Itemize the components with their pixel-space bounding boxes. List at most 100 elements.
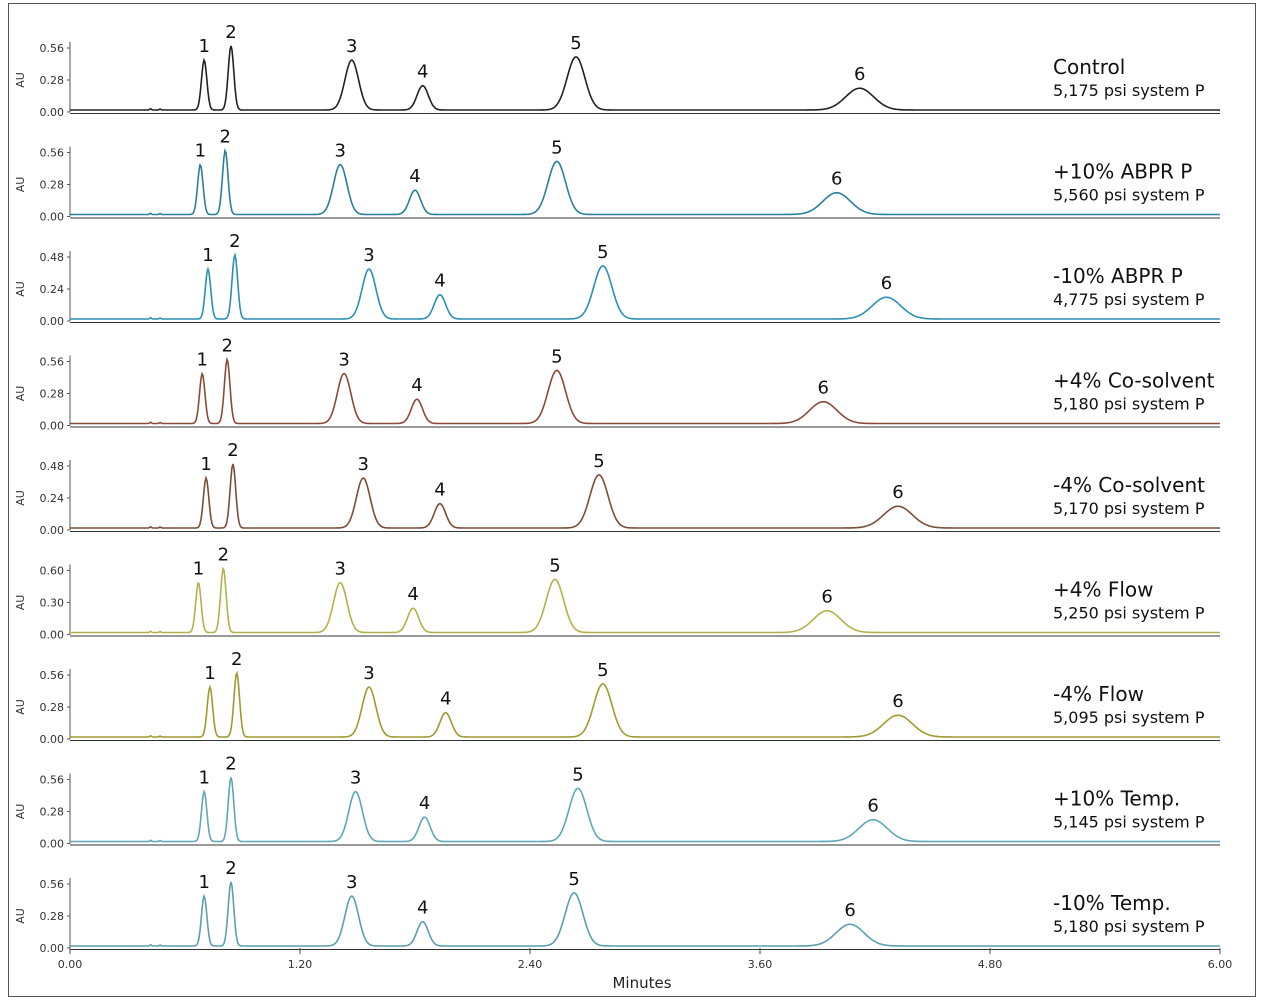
peak-label: 6: [818, 378, 829, 399]
peak-label: 3: [335, 141, 346, 162]
peak-label: 2: [218, 545, 229, 566]
peak-label: 1: [198, 36, 209, 57]
y-tick-label: 0.56: [40, 669, 65, 682]
trace-line: [70, 670, 1220, 738]
peak-label: 2: [229, 231, 240, 252]
y-axis-label: AU: [14, 804, 27, 820]
peak-label: 4: [434, 480, 445, 501]
y-tick-label: 0.28: [40, 701, 65, 714]
pressure-label: 4,775 psi system P: [1053, 290, 1205, 309]
trace-line: [70, 45, 1220, 111]
trace-line: [70, 252, 1220, 320]
peak-label: 5: [551, 346, 562, 367]
pressure-label: 5,560 psi system P: [1053, 186, 1205, 205]
y-tick-label: 0.24: [40, 492, 65, 505]
peak-label: 5: [549, 555, 560, 576]
peak-label: 5: [597, 660, 608, 681]
y-axis-label: AU: [14, 386, 27, 402]
peak-label: 6: [844, 900, 855, 921]
y-tick-label: 0.56: [40, 774, 65, 787]
peak-label: 2: [227, 440, 238, 461]
pressure-label: 5,145 psi system P: [1053, 813, 1205, 832]
y-axis-label: AU: [14, 908, 27, 924]
pressure-label: 5,180 psi system P: [1053, 917, 1205, 936]
y-tick-label: 0.00: [40, 942, 65, 955]
condition-label: -10% ABPR P: [1053, 264, 1183, 288]
peak-label: 1: [200, 454, 211, 475]
peak-label: 2: [220, 127, 231, 148]
peak-label: 1: [202, 245, 213, 266]
x-tick-label: 2.40: [518, 958, 543, 971]
x-axis-label: Minutes: [612, 974, 671, 992]
peak-label: 1: [204, 663, 215, 684]
y-axis-label: AU: [14, 490, 27, 506]
trace-line: [70, 463, 1220, 529]
peak-label: 3: [346, 872, 357, 893]
peak-label: 6: [881, 273, 892, 294]
peak-label: 5: [593, 451, 604, 472]
y-axis-label: AU: [14, 72, 27, 88]
y-tick-label: 0.00: [40, 420, 65, 433]
pressure-label: 5,180 psi system P: [1053, 395, 1205, 414]
condition-label: -4% Co-solvent: [1053, 473, 1205, 497]
y-tick-label: 0.28: [40, 179, 65, 192]
trace-line: [70, 148, 1220, 216]
peak-label: 4: [419, 793, 430, 814]
peak-label: 2: [225, 858, 236, 879]
peak-label: 1: [198, 872, 209, 893]
peak-label: 2: [225, 754, 236, 775]
peak-label: 4: [434, 271, 445, 292]
peak-label: 3: [338, 350, 349, 371]
y-tick-label: 0.00: [40, 733, 65, 746]
pressure-label: 5,095 psi system P: [1053, 708, 1205, 727]
y-tick-label: 0.56: [40, 356, 65, 369]
y-tick-label: 0.48: [40, 460, 65, 473]
y-tick-label: 0.30: [40, 597, 65, 610]
pressure-label: 5,170 psi system P: [1053, 499, 1205, 518]
peak-label: 4: [407, 584, 418, 605]
x-tick-label: 1.20: [288, 958, 313, 971]
peak-label: 1: [195, 141, 206, 162]
x-tick-label: 6.00: [1208, 958, 1233, 971]
peak-label: 6: [831, 169, 842, 190]
y-tick-label: 0.00: [40, 315, 65, 328]
condition-label: +10% Temp.: [1053, 787, 1180, 811]
peak-label: 6: [892, 691, 903, 712]
peak-label: 2: [225, 22, 236, 43]
peak-label: 6: [892, 482, 903, 503]
peak-label: 1: [198, 768, 209, 789]
condition-label: +10% ABPR P: [1053, 160, 1192, 184]
peak-label: 3: [363, 663, 374, 684]
condition-label: +4% Co-solvent: [1053, 369, 1215, 393]
peak-label: 4: [411, 375, 422, 396]
pressure-label: 5,250 psi system P: [1053, 604, 1205, 623]
condition-label: -10% Temp.: [1053, 891, 1171, 915]
peak-label: 2: [221, 336, 232, 357]
y-tick-label: 0.56: [40, 42, 65, 55]
peak-label: 4: [440, 689, 451, 710]
y-tick-label: 0.00: [40, 629, 65, 642]
peak-label: 5: [568, 869, 579, 890]
x-tick-label: 3.60: [748, 958, 773, 971]
y-tick-label: 0.28: [40, 74, 65, 87]
y-tick-label: 0.00: [40, 838, 65, 851]
peak-label: 1: [197, 350, 208, 371]
y-axis-label: AU: [14, 595, 27, 611]
peak-label: 6: [854, 64, 865, 85]
peak-label: 3: [358, 454, 369, 475]
condition-label: Control: [1053, 55, 1125, 79]
y-tick-label: 0.56: [40, 878, 65, 891]
peak-label: 5: [572, 764, 583, 785]
trace-line: [70, 777, 1220, 843]
peak-label: 3: [346, 36, 357, 57]
y-tick-label: 0.00: [40, 524, 65, 537]
y-tick-label: 0.56: [40, 147, 65, 160]
y-tick-label: 0.48: [40, 251, 65, 264]
x-tick-label: 4.80: [978, 958, 1003, 971]
y-tick-label: 0.24: [40, 283, 65, 296]
y-axis-label: AU: [14, 699, 27, 715]
peak-label: 3: [335, 559, 346, 580]
trace-line: [70, 356, 1220, 425]
peak-label: 2: [231, 649, 242, 670]
